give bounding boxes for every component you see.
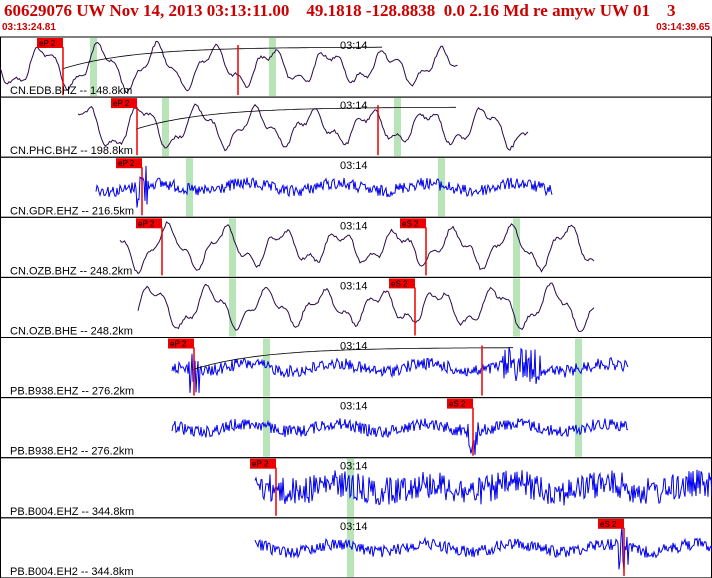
minute-label: 03:14 bbox=[340, 220, 368, 232]
green-marker bbox=[347, 458, 354, 517]
waveform bbox=[137, 282, 595, 333]
waveform bbox=[119, 221, 595, 275]
window-end-time: 03:14:39.65 bbox=[656, 22, 710, 33]
minute-label: 03:14 bbox=[340, 341, 368, 353]
pick-label: eP 2 bbox=[113, 99, 130, 108]
pick-flag bbox=[389, 278, 415, 289]
waveform bbox=[171, 347, 629, 393]
station-label: CN.GDR.EHZ -- 216.5km bbox=[10, 205, 134, 217]
trace-panel: 03:14 eP 2 PB.B938.EHZ -- 276.2km bbox=[0, 337, 712, 399]
station-label: PB.B938.EH2 -- 276.2km bbox=[10, 446, 134, 458]
minute-label: 03:14 bbox=[340, 461, 368, 473]
pick-label: eS 2 bbox=[391, 279, 408, 288]
waveform bbox=[95, 165, 553, 208]
green-marker bbox=[513, 218, 520, 277]
trace-panel: 03:14 eP 2 CN.GDR.EHZ -- 216.5km bbox=[0, 156, 712, 218]
minute-label: 03:14 bbox=[340, 160, 368, 172]
pick-flag bbox=[116, 158, 142, 169]
minute-label: 03:14 bbox=[340, 40, 368, 52]
green-marker bbox=[229, 218, 236, 277]
station-label: CN.OZB.BHE -- 248.2km bbox=[10, 326, 133, 338]
green-marker bbox=[513, 278, 520, 337]
pick-label: eP 2 bbox=[39, 39, 56, 48]
waveform bbox=[171, 418, 629, 455]
pick-label: eP 2 bbox=[118, 159, 135, 168]
green-marker bbox=[575, 398, 582, 457]
station-label: CN.OZB.BHZ -- 248.2km bbox=[10, 265, 132, 277]
trace-panel: 03:14 eP 2 PB.B004.EHZ -- 344.8km bbox=[0, 457, 712, 519]
pick-flag bbox=[136, 218, 162, 229]
pick-label: eS 2 bbox=[402, 219, 419, 228]
trace-panel: 03:14 eP 2 eS 2 CN.OZB.BHZ -- 248.2km bbox=[0, 216, 712, 278]
green-marker bbox=[162, 98, 169, 157]
station-label: PB.B938.EHZ -- 276.2km bbox=[10, 386, 134, 398]
green-marker bbox=[229, 278, 236, 337]
pick-label: eS 2 bbox=[449, 400, 466, 409]
trace-panel: 03:14 eS 2 PB.B004.EH2 -- 344.8km bbox=[0, 517, 712, 578]
pick-flag bbox=[168, 338, 194, 349]
pick-flag bbox=[447, 398, 473, 409]
pick-flag bbox=[37, 38, 63, 48]
coda-curve bbox=[192, 347, 513, 370]
minute-label: 03:14 bbox=[340, 280, 368, 292]
event-title: 60629076 UW Nov 14, 2013 03:13:11.00 49.… bbox=[4, 1, 676, 20]
green-marker bbox=[575, 338, 582, 397]
station-label: PB.B004.EH2 -- 344.8km bbox=[10, 566, 134, 578]
trace-panel: 03:14 eP 2 CN.EDB.BHZ -- 148.8km bbox=[0, 36, 712, 98]
pick-label: eS 2 bbox=[600, 520, 617, 529]
pick-flag bbox=[111, 98, 137, 109]
station-label: PB.B004.EHZ -- 344.8km bbox=[10, 506, 134, 518]
green-marker bbox=[263, 398, 270, 457]
pick-flag bbox=[250, 458, 276, 469]
pick-label: eP 2 bbox=[170, 340, 187, 349]
trace-panel: 03:14 eP 2 CN.PHC.BHZ -- 198.8km bbox=[0, 96, 712, 158]
minute-label: 03:14 bbox=[340, 401, 368, 413]
green-marker bbox=[90, 38, 97, 97]
green-marker bbox=[269, 38, 276, 97]
green-marker bbox=[438, 158, 445, 217]
pick-label: eP 2 bbox=[252, 460, 269, 469]
station-label: CN.PHC.BHZ -- 198.8km bbox=[10, 145, 133, 157]
station-label: CN.EDB.BHZ -- 148.8km bbox=[10, 85, 132, 97]
green-marker bbox=[347, 518, 354, 577]
waveform bbox=[0, 40, 458, 94]
coda-curve bbox=[135, 106, 456, 130]
minute-label: 03:14 bbox=[340, 521, 368, 533]
minute-label: 03:14 bbox=[340, 100, 368, 112]
window-start-time: 03:13:24.81 bbox=[2, 22, 56, 33]
pick-label: eP 2 bbox=[138, 219, 155, 228]
pick-flag bbox=[400, 218, 426, 229]
trace-panel: 03:14 eS 2 PB.B938.EH2 -- 276.2km bbox=[0, 397, 712, 459]
trace-panel: 03:14 eS 2 CN.OZB.BHE -- 248.2km bbox=[0, 276, 712, 338]
waveform bbox=[77, 103, 529, 152]
coda-curve bbox=[61, 46, 382, 70]
event-header: 60629076 UW Nov 14, 2013 03:13:11.00 49.… bbox=[0, 0, 712, 36]
green-marker bbox=[394, 98, 401, 157]
waveform bbox=[254, 525, 712, 571]
waveform bbox=[254, 469, 712, 506]
pick-flag bbox=[598, 518, 624, 529]
